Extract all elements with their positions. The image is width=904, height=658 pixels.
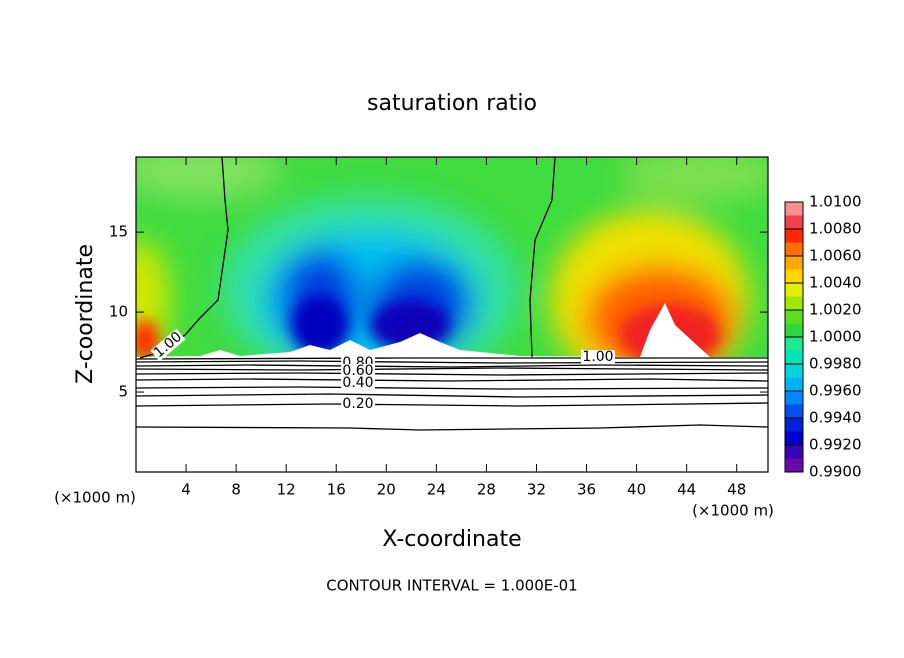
y-axis-label: Z-coordinate xyxy=(73,244,98,384)
colorbar-band xyxy=(785,256,803,270)
plot-frame xyxy=(135,156,769,473)
colorbar-label: 0.9940 xyxy=(809,409,862,427)
y-tick-label: 5 xyxy=(118,383,128,401)
colorbar-band xyxy=(785,283,803,297)
colorbar-band xyxy=(785,323,803,337)
colorbar-band xyxy=(785,377,803,391)
colorbar-band xyxy=(785,215,803,229)
chart-title: saturation ratio xyxy=(367,91,537,116)
colorbar-label: 0.9960 xyxy=(809,382,862,400)
x-tick-label: 4 xyxy=(181,481,191,499)
colorbar-label: 1.0100 xyxy=(809,193,862,211)
colorbar-band xyxy=(785,445,803,459)
contour-label: 0.60 xyxy=(342,363,373,379)
colorbar-label: 0.9900 xyxy=(809,463,862,481)
colorbar-label: 1.0040 xyxy=(809,274,862,292)
x-tick-label: 28 xyxy=(477,481,496,499)
x-tick-label: 8 xyxy=(231,481,241,499)
x-tick-label: 44 xyxy=(677,481,696,499)
x-tick-label: 16 xyxy=(327,481,346,499)
contour-label: 0.20 xyxy=(342,396,373,412)
y-tick-label: 15 xyxy=(109,223,128,241)
colorbar-label: 0.9920 xyxy=(809,436,862,454)
contour-label-bg xyxy=(341,376,375,390)
x-tick-label: 12 xyxy=(277,481,296,499)
contour-label-bg xyxy=(581,350,615,364)
colorbar-band xyxy=(785,242,803,256)
colorbar-label: 1.0060 xyxy=(809,247,862,265)
field xyxy=(136,157,768,472)
colorbar-label: 1.0000 xyxy=(809,328,862,346)
footer: CONTOUR INTERVAL = 1.000E-01 xyxy=(326,577,577,595)
contour-label-bg xyxy=(341,397,375,411)
colorbar-band xyxy=(785,296,803,310)
colorbar-band xyxy=(785,458,803,472)
colorbar-band xyxy=(785,310,803,324)
colorbar-band xyxy=(785,269,803,283)
contour-label-bg xyxy=(341,364,375,378)
contour-label-bg xyxy=(150,328,186,362)
colorbar-band xyxy=(785,404,803,418)
colorbar-band xyxy=(785,431,803,445)
colorbar-band xyxy=(785,391,803,405)
contour-label: 1.00 xyxy=(582,349,613,365)
colorbar-label: 1.0080 xyxy=(809,220,862,238)
y-tick-label: 10 xyxy=(109,303,128,321)
x-unit: (×1000 m) xyxy=(692,502,774,520)
x-tick-label: 24 xyxy=(427,481,446,499)
x-tick-label: 48 xyxy=(727,481,746,499)
colorbar-band xyxy=(785,418,803,432)
colorbar-label: 1.0020 xyxy=(809,301,862,319)
x-axis-label: X-coordinate xyxy=(382,527,521,552)
x-tick-label: 40 xyxy=(627,481,646,499)
x-tick-label: 20 xyxy=(377,481,396,499)
colorbar-label: 0.9980 xyxy=(809,355,862,373)
x-tick-label: 36 xyxy=(577,481,596,499)
contour-label: 0.40 xyxy=(342,375,373,391)
colorbar-band xyxy=(785,350,803,364)
colorbar-band xyxy=(785,229,803,243)
x-unit: (×1000 m) xyxy=(54,489,136,507)
x-tick-label: 32 xyxy=(527,481,546,499)
colorbar-band xyxy=(785,364,803,378)
colorbar-band xyxy=(785,337,803,351)
colorbar-band xyxy=(785,202,803,216)
